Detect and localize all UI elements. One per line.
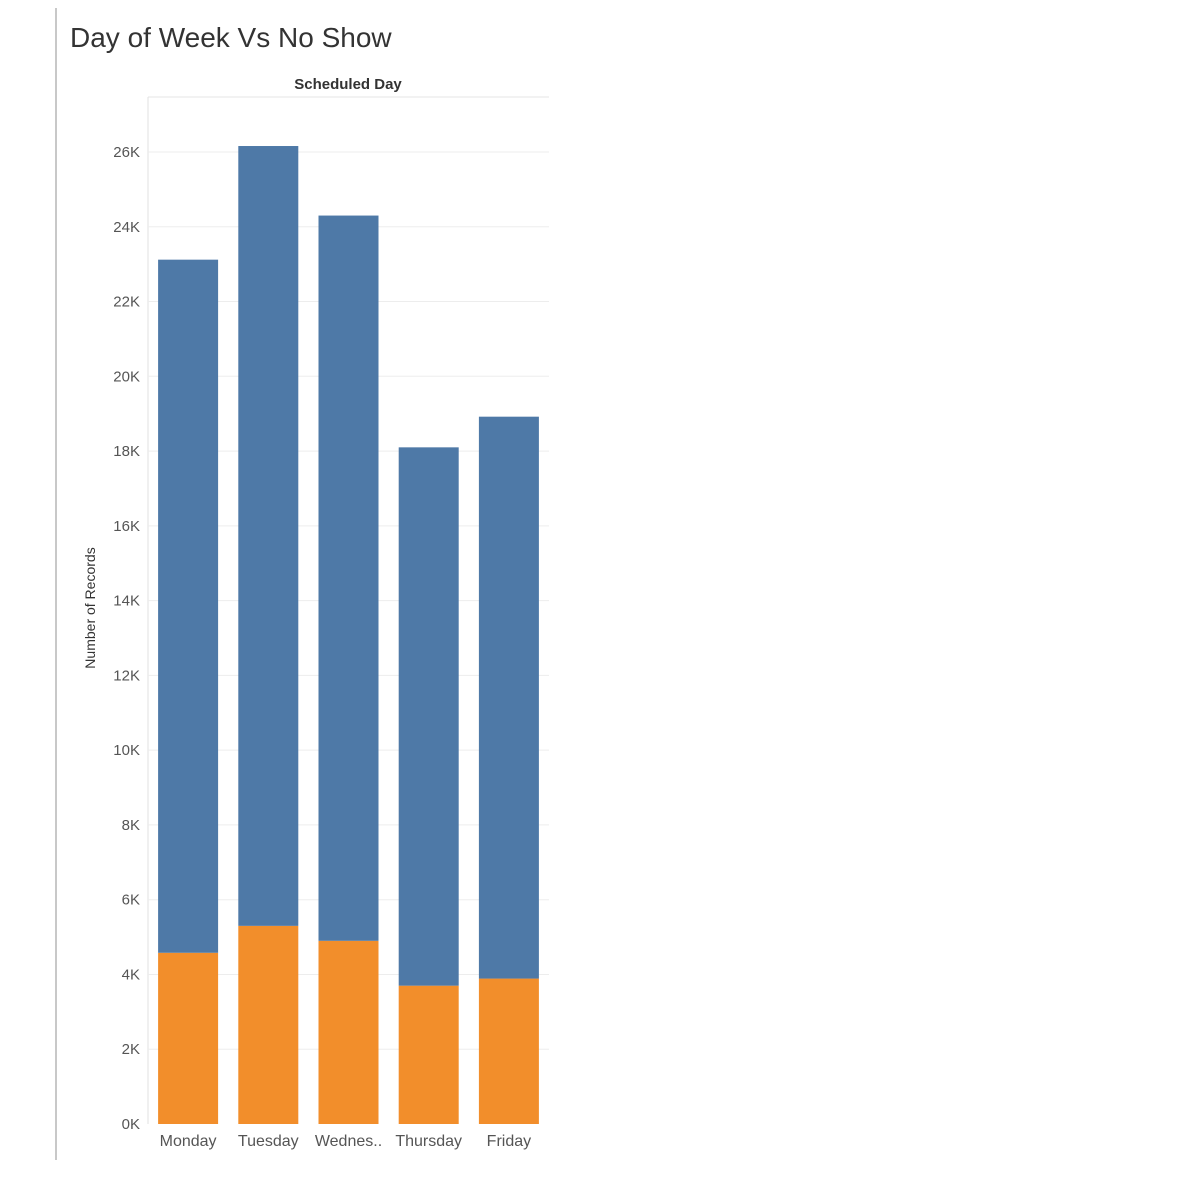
y-tick-label: 4K — [122, 966, 140, 983]
bar-segment-bottom[interactable] — [398, 985, 459, 1124]
left-border-rule — [55, 8, 57, 1160]
chart-title: Day of Week Vs No Show — [70, 22, 392, 53]
bar-segment-top[interactable] — [238, 146, 299, 926]
y-tick-label: 16K — [113, 518, 140, 535]
y-tick-label: 24K — [113, 219, 140, 236]
y-tick-label: 6K — [122, 892, 140, 909]
bar-segment-top[interactable] — [398, 447, 459, 986]
y-axis-label: Number of Records — [82, 547, 98, 668]
y-tick-labels: 0K 2K 4K 6K 8K 10K 12K 14K 16K 18K 20K 22K 24K 26K — [113, 144, 140, 1133]
bar-segment-top[interactable] — [318, 215, 379, 941]
y-tick-label: 12K — [113, 667, 140, 684]
y-tick-label: 2K — [122, 1041, 140, 1058]
y-tick-label: 10K — [113, 742, 140, 759]
x-tick-label: Friday — [487, 1133, 531, 1150]
y-tick-label: 0K — [122, 1116, 140, 1133]
x-tick-label: Thursday — [395, 1133, 462, 1150]
bar-segment-bottom[interactable] — [158, 952, 219, 1124]
x-tick-label: Wednes.. — [315, 1133, 382, 1150]
column-header: Scheduled Day — [294, 76, 402, 93]
y-tick-label: 14K — [113, 593, 140, 610]
y-tick-label: 26K — [113, 144, 140, 161]
x-tick-labels: Monday Tuesday Wednes.. Thursday Friday — [160, 1133, 531, 1150]
bar-segment-bottom[interactable] — [478, 978, 539, 1124]
bar-segment-bottom[interactable] — [318, 940, 379, 1124]
y-tick-label: 22K — [113, 294, 140, 311]
x-tick-label: Tuesday — [238, 1133, 299, 1150]
x-tick-label: Monday — [160, 1133, 217, 1150]
bars — [158, 146, 539, 1124]
bar-segment-top[interactable] — [158, 259, 219, 953]
y-tick-label: 18K — [113, 443, 140, 460]
bar-segment-top[interactable] — [478, 416, 539, 979]
bar-segment-bottom[interactable] — [238, 925, 299, 1124]
y-tick-label: 8K — [122, 817, 140, 834]
y-tick-label: 20K — [113, 368, 140, 385]
